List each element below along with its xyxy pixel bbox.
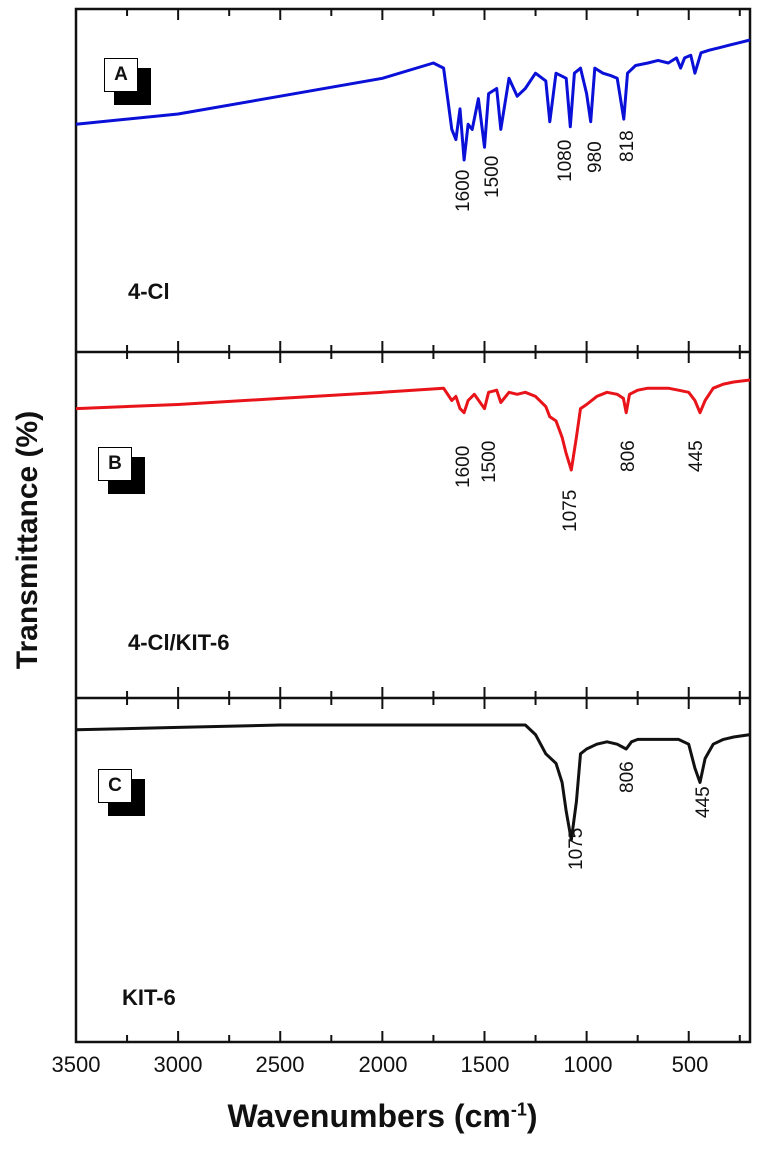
x-tick-label: 3500 [51, 1052, 101, 1077]
peak-label: 1500 [482, 155, 503, 198]
peak-label: 1600 [453, 169, 474, 212]
x-tick-label: 2500 [255, 1052, 305, 1077]
y-axis-label: Transmittance (%) [11, 410, 44, 670]
peak-label: 1600 [453, 445, 474, 488]
peak-label: 1075 [560, 489, 581, 532]
x-tick-label: 1000 [563, 1052, 613, 1077]
x-axis-label: Wavenumbers (cm-1) [227, 1098, 538, 1134]
peak-label: 1080 [555, 139, 576, 182]
peak-label: 445 [686, 440, 707, 472]
panel-tag-b: B [98, 447, 145, 494]
spectrum-c [75, 723, 751, 842]
x-tick-label: 1500 [460, 1052, 510, 1077]
x-tick-label: 2000 [358, 1052, 408, 1077]
peak-label: 445 [693, 786, 714, 818]
sample-label-kit6: KIT-6 [122, 985, 176, 1010]
x-tick-label: 500 [671, 1052, 709, 1077]
spectrum-a [75, 38, 751, 162]
peak-label: 1075 [566, 827, 587, 870]
axes-frame [74, 7, 752, 1044]
peak-label: 806 [617, 761, 638, 793]
spectrum-b [75, 378, 751, 472]
peak-label: 980 [585, 141, 606, 173]
peak-label: 806 [618, 440, 639, 472]
sample-label-4cl-kit6: 4-Cl/KIT-6 [128, 630, 230, 655]
panel-tag-c: C [98, 769, 145, 816]
axes-box [74, 7, 752, 1044]
x-tick-label: 3000 [153, 1052, 203, 1077]
spectra-curves [75, 38, 751, 842]
panel-tag-a: A [104, 58, 151, 105]
peak-label: 1500 [479, 440, 500, 483]
sample-label-4cl: 4-Cl [128, 279, 170, 304]
peak-label: 818 [617, 130, 638, 162]
